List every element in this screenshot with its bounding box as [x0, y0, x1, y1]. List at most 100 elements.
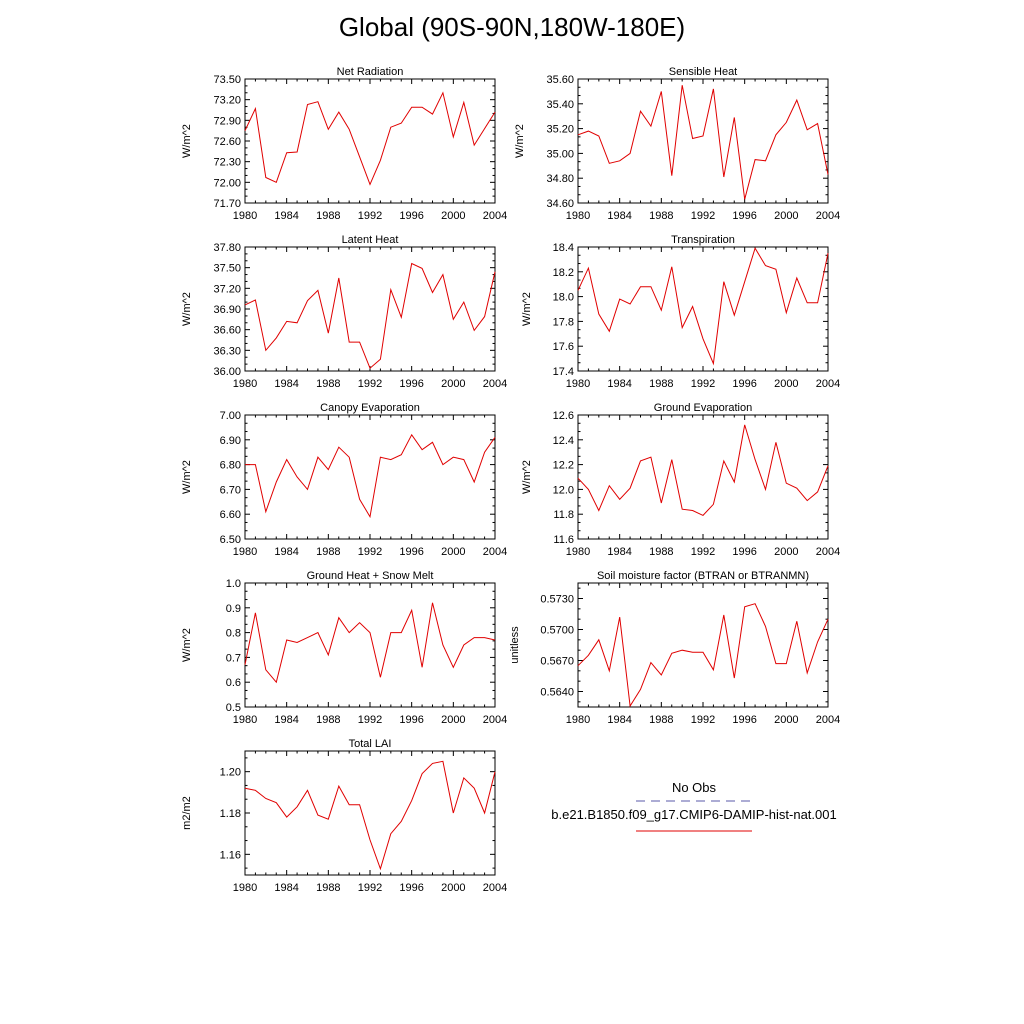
x-tick-label: 1996	[732, 714, 756, 726]
chart-title: Latent Heat	[342, 234, 399, 246]
plot-frame	[244, 582, 496, 708]
y-tick-label: 11.8	[553, 509, 574, 521]
y-tick-label: 17.6	[553, 341, 574, 353]
y-tick-label: 0.9	[226, 603, 241, 615]
legend-model-label: b.e21.B1850.f09_g17.CMIP6-DAMIP-hist-nat…	[551, 807, 836, 822]
x-tick-label: 1992	[358, 882, 382, 894]
x-tick-label: 1992	[691, 714, 715, 726]
x-tick-label: 1988	[316, 882, 340, 894]
chart-title: Canopy Evaporation	[320, 402, 420, 414]
y-axis-label: W/m^2	[521, 292, 533, 326]
x-tick-label: 1980	[233, 714, 257, 726]
x-tick-label: 1996	[399, 882, 423, 894]
x-tick-label: 2004	[816, 378, 840, 390]
x-tick-label: 1988	[316, 546, 340, 558]
y-tick-label: 6.80	[220, 460, 241, 472]
series-line	[577, 424, 829, 517]
y-tick-label: 18.4	[553, 242, 574, 254]
x-tick-label: 2000	[774, 378, 798, 390]
y-tick-label: 6.90	[220, 435, 241, 447]
y-tick-label: 73.50	[213, 74, 241, 86]
series-line	[244, 760, 496, 871]
y-axis-label: unitless	[509, 626, 521, 664]
chart-title: Ground Heat + Snow Melt	[307, 570, 434, 582]
series-line	[577, 603, 829, 708]
x-tick-label: 1996	[399, 714, 423, 726]
x-tick-label: 1988	[649, 378, 673, 390]
x-tick-label: 1996	[732, 378, 756, 390]
x-tick-label: 1984	[607, 210, 631, 222]
series-line	[244, 262, 496, 370]
x-tick-label: 2000	[441, 210, 465, 222]
y-tick-label: 11.6	[553, 534, 574, 546]
x-tick-label: 2004	[483, 378, 507, 390]
y-tick-label: 37.80	[213, 242, 241, 254]
y-tick-label: 34.80	[546, 173, 574, 185]
x-tick-label: 2000	[441, 714, 465, 726]
y-tick-label: 17.8	[553, 316, 574, 328]
x-tick-label: 1992	[358, 210, 382, 222]
y-tick-label: 37.20	[213, 283, 241, 295]
y-tick-label: 0.5	[226, 702, 241, 714]
x-tick-label: 1984	[607, 378, 631, 390]
x-tick-label: 1984	[607, 714, 631, 726]
x-tick-label: 1988	[649, 546, 673, 558]
y-tick-label: 71.70	[213, 198, 241, 210]
x-tick-label: 1980	[233, 210, 257, 222]
x-tick-label: 1984	[274, 210, 298, 222]
y-tick-label: 12.0	[553, 484, 574, 496]
x-tick-label: 1980	[233, 546, 257, 558]
x-tick-label: 1996	[399, 546, 423, 558]
x-tick-label: 1980	[566, 714, 590, 726]
x-tick-label: 2004	[816, 714, 840, 726]
x-tick-label: 2000	[774, 210, 798, 222]
series-line	[577, 85, 829, 200]
y-tick-label: 12.6	[553, 410, 574, 422]
x-tick-label: 1988	[316, 378, 340, 390]
y-tick-label: 7.00	[220, 410, 241, 422]
series-line	[244, 91, 496, 186]
plot-frame	[577, 78, 829, 204]
y-tick-label: 35.40	[546, 99, 574, 111]
chart-title: Sensible Heat	[669, 66, 738, 78]
x-tick-label: 2004	[483, 714, 507, 726]
y-tick-label: 0.5730	[540, 594, 574, 606]
y-tick-label: 72.90	[213, 115, 241, 127]
x-tick-label: 1988	[316, 210, 340, 222]
y-tick-label: 12.4	[553, 435, 574, 447]
x-tick-label: 1992	[358, 378, 382, 390]
x-tick-label: 2000	[441, 378, 465, 390]
x-tick-label: 2004	[483, 210, 507, 222]
plot-frame	[244, 246, 496, 372]
y-tick-label: 18.0	[553, 292, 574, 304]
y-axis-label: W/m^2	[181, 124, 193, 158]
y-axis-label: W/m^2	[181, 292, 193, 326]
y-tick-label: 18.2	[553, 267, 574, 279]
x-tick-label: 1992	[691, 546, 715, 558]
y-tick-label: 1.20	[220, 767, 241, 779]
plot-frame	[577, 246, 829, 372]
chart-title: Net Radiation	[337, 66, 404, 78]
y-tick-label: 72.60	[213, 136, 241, 148]
y-tick-label: 17.4	[553, 366, 574, 378]
x-tick-label: 1984	[274, 546, 298, 558]
x-tick-label: 1984	[274, 882, 298, 894]
x-tick-label: 2004	[816, 210, 840, 222]
x-tick-label: 2004	[483, 546, 507, 558]
y-tick-label: 1.16	[220, 849, 241, 861]
x-tick-label: 2000	[441, 546, 465, 558]
y-axis-label: W/m^2	[521, 460, 533, 494]
y-tick-label: 0.8	[226, 628, 241, 640]
x-tick-label: 1980	[566, 546, 590, 558]
y-tick-label: 6.50	[220, 534, 241, 546]
page-title: Global (90S-90N,180W-180E)	[338, 12, 686, 42]
y-tick-label: 0.5670	[540, 656, 574, 668]
x-tick-label: 1980	[233, 378, 257, 390]
y-tick-label: 0.7	[226, 652, 241, 664]
x-tick-label: 1984	[274, 714, 298, 726]
y-tick-label: 35.00	[546, 148, 574, 160]
x-tick-label: 1996	[732, 546, 756, 558]
y-tick-label: 37.50	[213, 263, 241, 275]
plot-frame	[244, 414, 496, 540]
x-tick-label: 2000	[441, 882, 465, 894]
